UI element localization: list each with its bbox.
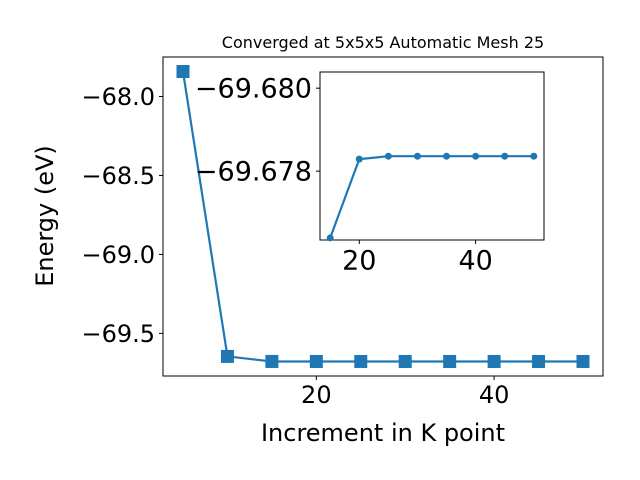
y-tick-label: −69.680: [195, 74, 312, 105]
marker: [576, 354, 590, 368]
x-tick-label: 40: [458, 246, 492, 277]
marker: [413, 152, 421, 160]
marker: [265, 354, 279, 368]
marker: [443, 152, 451, 160]
marker: [398, 354, 412, 368]
y-tick-label: −69.0: [81, 241, 155, 269]
marker: [355, 155, 363, 163]
chart-title: Converged at 5x5x5 Automatic Mesh 25: [222, 33, 544, 52]
series-line: [181, 71, 583, 363]
marker: [472, 152, 480, 160]
marker: [176, 65, 190, 79]
marker: [530, 152, 538, 160]
x-tick-label: 40: [479, 381, 510, 409]
marker: [532, 354, 546, 368]
x-tick-label: 20: [342, 246, 376, 277]
y-tick-label: −68.0: [81, 83, 155, 111]
x-tick-label: 20: [301, 381, 332, 409]
y-axis-label: Energy (eV): [31, 145, 59, 287]
marker: [354, 354, 368, 368]
series-line: [329, 155, 534, 239]
x-axis-label: Increment in K point: [261, 419, 505, 447]
marker: [487, 354, 501, 368]
marker: [501, 152, 509, 160]
marker: [309, 354, 323, 368]
marker: [326, 234, 334, 242]
y-tick-label: −68.5: [81, 162, 155, 190]
marker: [220, 349, 234, 363]
marker: [443, 354, 457, 368]
y-tick-label: −69.678: [195, 157, 312, 188]
y-tick-label: −69.5: [81, 320, 155, 348]
marker: [384, 152, 392, 160]
